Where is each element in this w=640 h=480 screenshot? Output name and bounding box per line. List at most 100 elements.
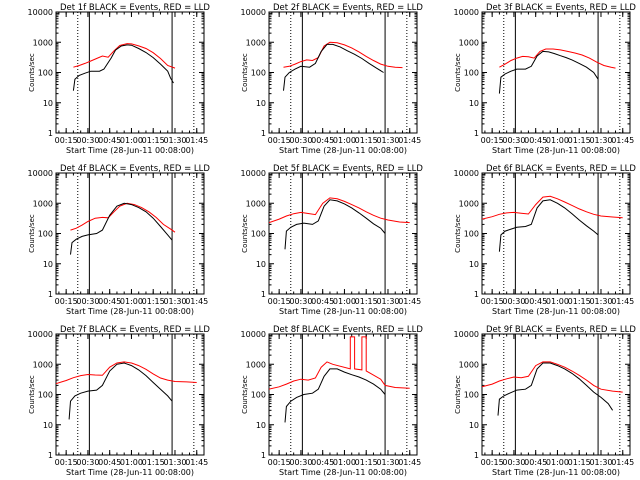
x-tick-label: 00:15	[55, 297, 78, 306]
x-tick-label: 01:45	[611, 136, 634, 145]
y-tick-label: 100	[464, 69, 479, 78]
panel-title: Det 8f BLACK = Events, RED = LLD	[273, 325, 423, 335]
x-tick-label: 00:45	[524, 458, 547, 467]
panel-det-9: 1 10 100 1000 10000 00:1500:3000:4501:0001:15…	[454, 325, 637, 477]
series-line-events	[497, 362, 614, 416]
x-axis-label: Start Time (28-Jun-11 00:08:00)	[66, 146, 194, 155]
x-tick-label: 01:00	[120, 136, 143, 145]
x-tick-label: 00:15	[481, 297, 504, 306]
x-axis-label: Start Time (28-Jun-11 00:08:00)	[279, 307, 407, 316]
x-tick-label: 01:15	[142, 297, 165, 306]
x-tick-label: 01:15	[568, 458, 591, 467]
x-tick-label: 00:45	[311, 458, 334, 467]
series-line-lld	[56, 361, 197, 385]
x-tick-label: 00:30	[76, 458, 99, 467]
x-tick-label: 01:30	[376, 458, 399, 467]
x-tick-label: 01:30	[163, 136, 186, 145]
x-tick-label: 01:45	[398, 458, 421, 467]
series-line-events	[284, 199, 386, 250]
y-tick-label: 1	[261, 290, 266, 299]
y-tick-label: 10	[43, 99, 53, 108]
x-tick-label: 01:30	[589, 297, 612, 306]
x-tick-label: 01:15	[355, 136, 378, 145]
y-tick-label: 10000	[241, 169, 266, 178]
series-line-lld	[499, 48, 616, 69]
x-tick-label: 01:15	[568, 136, 591, 145]
y-tick-label: 1	[474, 290, 479, 299]
y-axis-label: Counts/sec	[241, 214, 249, 253]
y-tick-label: 100	[464, 391, 479, 400]
y-tick-label: 10	[469, 260, 479, 269]
panel-det-5: 1 10 100 1000 10000 00:1500:3000:4501:0001:15…	[241, 164, 424, 316]
y-tick-label: 10000	[241, 8, 266, 17]
x-tick-label: 00:15	[55, 136, 78, 145]
y-tick-label: 10000	[454, 8, 479, 17]
y-tick-label: 10000	[241, 330, 266, 339]
x-tick-label: 01:00	[546, 458, 569, 467]
y-axis-label: Counts/sec	[28, 375, 36, 414]
x-tick-label: 00:30	[502, 458, 525, 467]
x-tick-label: 00:30	[289, 297, 312, 306]
panel-title: Det 2f BLACK = Events, RED = LLD	[273, 3, 423, 13]
y-axis-label: Counts/sec	[454, 375, 462, 414]
x-tick-label: 00:15	[481, 458, 504, 467]
x-tick-label: 00:30	[289, 458, 312, 467]
series-line-lld	[73, 43, 176, 69]
y-tick-label: 1	[48, 129, 53, 138]
x-tick-label: 00:45	[524, 136, 547, 145]
y-tick-label: 100	[251, 391, 266, 400]
y-axis-label: Counts/sec	[28, 214, 36, 253]
panel-det-6: 1 10 100 1000 10000 00:1500:3000:4501:0001:15…	[454, 164, 637, 316]
x-tick-label: 00:15	[268, 297, 291, 306]
y-tick-label: 1000	[459, 38, 479, 47]
y-tick-label: 1000	[246, 360, 266, 369]
x-axis-label: Start Time (28-Jun-11 00:08:00)	[492, 468, 620, 477]
x-tick-label: 01:00	[333, 136, 356, 145]
y-axis-label: Counts/sec	[241, 375, 249, 414]
panel-det-3: 1 10 100 1000 10000 00:1500:3000:4501:0001:15…	[454, 3, 637, 155]
x-tick-label: 01:45	[185, 458, 208, 467]
series-line-lld	[269, 197, 410, 224]
x-axis-label: Start Time (28-Jun-11 00:08:00)	[279, 468, 407, 477]
y-tick-label: 1000	[33, 360, 53, 369]
x-tick-label: 00:30	[502, 297, 525, 306]
x-tick-label: 01:30	[163, 458, 186, 467]
y-tick-label: 1000	[33, 38, 53, 47]
panel-det-1: 1 10 100 1000 10000 00:1500:3000:4501:0001:15…	[28, 3, 211, 155]
x-axis-label: Start Time (28-Jun-11 00:08:00)	[492, 307, 620, 316]
x-tick-label: 00:45	[98, 458, 121, 467]
panel-title: Det 4f BLACK = Events, RED = LLD	[60, 164, 210, 174]
y-tick-label: 1	[474, 451, 479, 460]
y-tick-label: 100	[38, 69, 53, 78]
x-tick-label: 01:00	[120, 297, 143, 306]
x-tick-label: 00:30	[76, 136, 99, 145]
y-tick-label: 1	[261, 451, 266, 460]
series-line-events	[498, 199, 599, 252]
x-tick-label: 01:00	[546, 136, 569, 145]
y-axis-label: Counts/sec	[454, 214, 462, 253]
y-tick-label: 100	[251, 69, 266, 78]
x-tick-label: 01:30	[589, 458, 612, 467]
series-line-events	[284, 368, 386, 423]
panel-title: Det 7f BLACK = Events, RED = LLD	[60, 325, 210, 335]
y-tick-label: 10000	[454, 169, 479, 178]
x-tick-label: 00:45	[98, 297, 121, 306]
x-tick-label: 01:15	[355, 297, 378, 306]
y-tick-label: 1	[48, 290, 53, 299]
y-axis-label: Counts/sec	[241, 53, 249, 92]
y-tick-label: 1	[261, 129, 266, 138]
y-tick-label: 10	[256, 260, 266, 269]
series-line-events	[72, 44, 174, 91]
x-axis-label: Start Time (28-Jun-11 00:08:00)	[66, 468, 194, 477]
x-tick-label: 00:30	[502, 136, 525, 145]
panel-title: Det 5f BLACK = Events, RED = LLD	[273, 164, 423, 174]
panel-title: Det 6f BLACK = Events, RED = LLD	[486, 164, 636, 174]
x-tick-label: 01:45	[611, 458, 634, 467]
y-tick-label: 1000	[459, 199, 479, 208]
x-tick-label: 00:45	[98, 136, 121, 145]
y-tick-label: 10	[256, 421, 266, 430]
panel-det-2: 1 10 100 1000 10000 00:1500:3000:4501:0001:15…	[241, 3, 424, 155]
x-tick-label: 00:15	[481, 136, 504, 145]
y-tick-label: 10	[469, 99, 479, 108]
